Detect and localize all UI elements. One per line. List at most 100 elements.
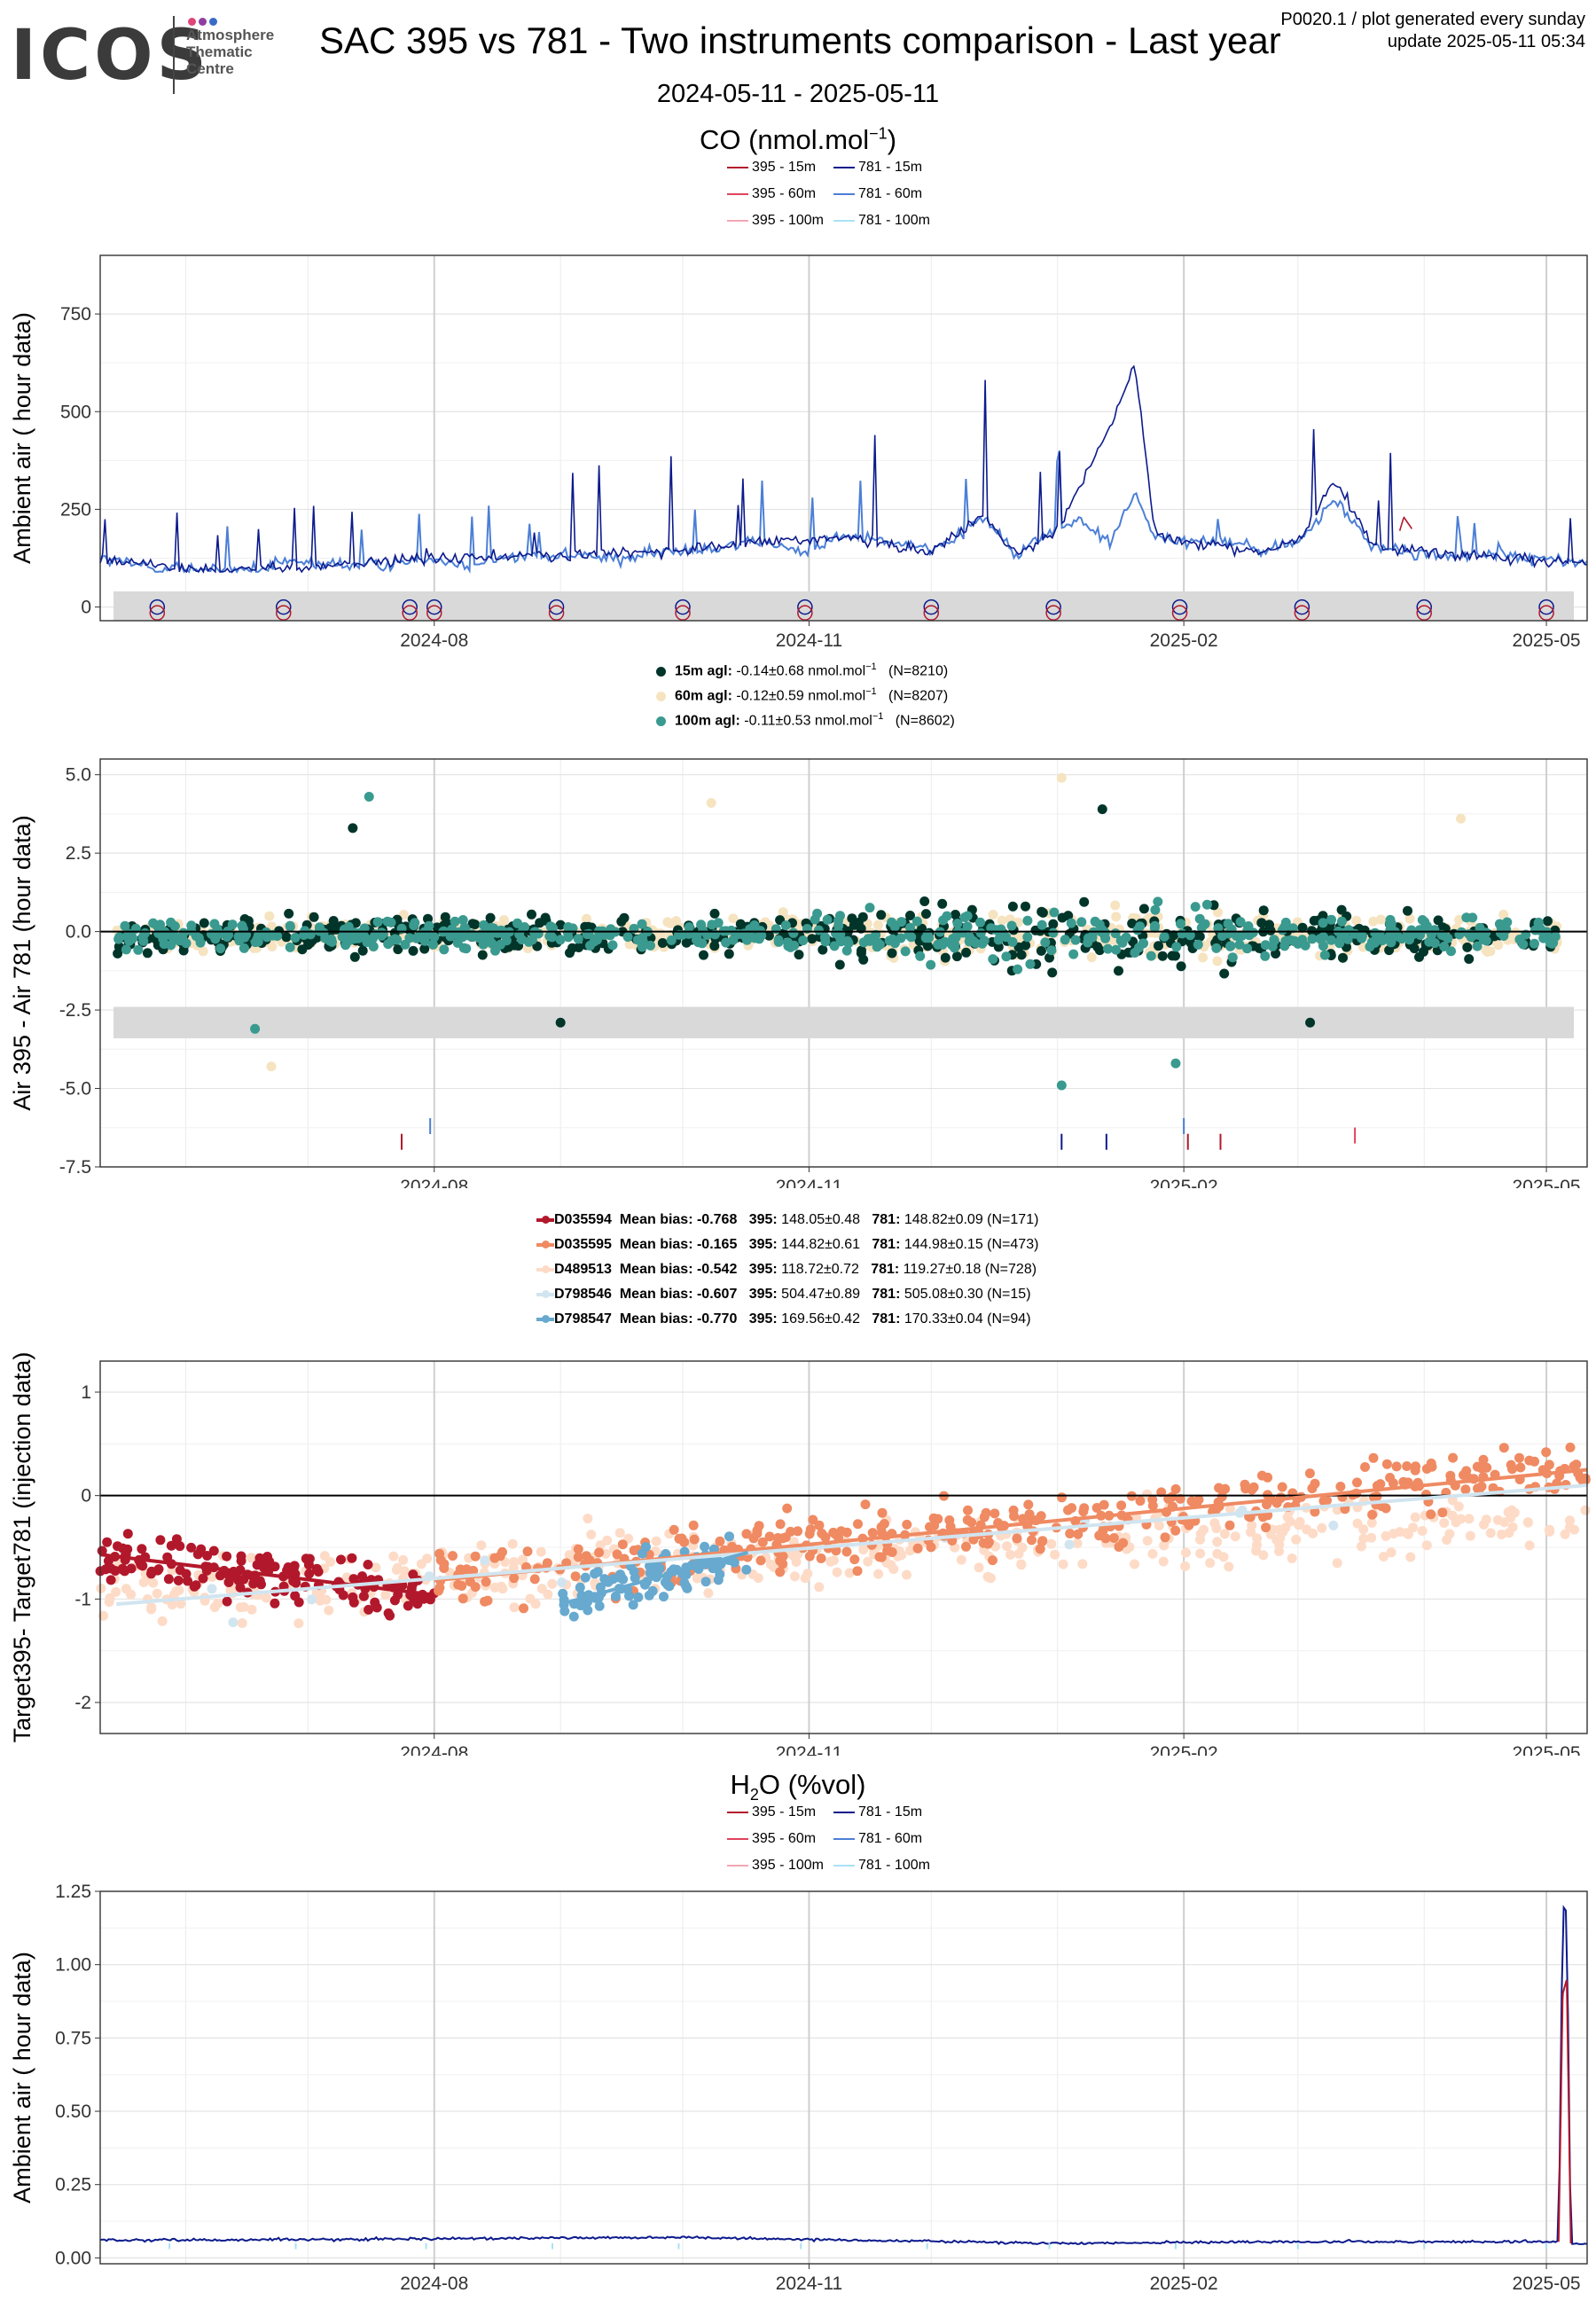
data-point <box>122 1529 133 1539</box>
y-axis-label: Target395- Target781 (injection data) <box>9 1352 35 1743</box>
data-point <box>1213 923 1224 934</box>
data-point <box>645 1568 655 1578</box>
data-point <box>1518 939 1529 950</box>
data-point <box>370 1597 380 1608</box>
data-point <box>583 1514 593 1524</box>
data-point <box>490 945 500 956</box>
target-legend: D035594 Mean bias: -0.768 395: 148.05±0.… <box>536 1212 1038 1336</box>
data-point <box>1472 941 1483 951</box>
data-point <box>754 1521 764 1531</box>
data-point <box>709 941 720 951</box>
data-point <box>448 1551 458 1561</box>
y-tick-label: 0.50 <box>55 2101 91 2122</box>
calibration-marker <box>675 599 691 615</box>
data-point <box>928 1513 939 1523</box>
data-point <box>121 944 131 955</box>
data-point <box>1544 1460 1554 1470</box>
page-title: SAC 395 vs 781 - Two instruments compari… <box>319 20 1281 61</box>
data-point <box>981 1507 991 1518</box>
data-point <box>518 923 528 934</box>
data-point <box>1460 1484 1471 1495</box>
data-point <box>1506 1460 1516 1470</box>
data-point <box>1569 1524 1580 1535</box>
calibration-marker <box>1045 605 1061 621</box>
data-point <box>429 932 440 943</box>
data-point <box>1446 946 1456 957</box>
data-point <box>789 1571 800 1582</box>
icos-logo: ICOS Atmosphere Thematic Centre <box>11 11 303 96</box>
data-point <box>573 1544 583 1554</box>
data-point <box>357 945 368 956</box>
data-point <box>688 1520 699 1530</box>
x-tick-label: 2024-11 <box>776 1177 843 1188</box>
data-point <box>913 933 924 943</box>
data-point <box>477 950 488 960</box>
data-point <box>231 1571 241 1582</box>
y-tick-label: -5.0 <box>59 1079 91 1100</box>
data-point <box>1575 1473 1585 1483</box>
data-point <box>1280 917 1291 927</box>
data-point <box>311 1563 322 1574</box>
data-point <box>555 935 566 945</box>
data-point <box>1217 931 1227 941</box>
data-point <box>874 1552 885 1562</box>
data-point <box>975 917 985 927</box>
data-point <box>199 918 209 928</box>
data-point <box>583 1605 593 1616</box>
data-point <box>536 1584 547 1594</box>
legend-item: 395 - 15m <box>727 1804 816 1820</box>
data-point <box>925 1522 935 1532</box>
legend-item: 781 - 60m <box>833 1831 922 1847</box>
data-point <box>1025 959 1036 969</box>
data-point <box>975 927 986 938</box>
data-point <box>773 936 784 947</box>
data-point <box>1111 912 1122 922</box>
data-point <box>867 1528 878 1538</box>
data-point <box>666 935 677 945</box>
data-point <box>1524 1540 1535 1551</box>
data-point <box>1248 1482 1259 1492</box>
data-point <box>175 1541 185 1552</box>
data-point <box>1147 1548 1158 1559</box>
y-tick-label: 750 <box>60 304 91 325</box>
data-point <box>1358 1524 1369 1535</box>
data-point <box>542 1558 552 1569</box>
data-point <box>659 1592 669 1602</box>
calibration-marker <box>1538 605 1554 621</box>
data-point <box>708 1563 718 1574</box>
logo-dot <box>199 18 207 26</box>
data-point <box>1356 1541 1366 1552</box>
data-point <box>1111 944 1122 955</box>
data-point <box>113 1541 122 1552</box>
data-point <box>1063 1505 1073 1515</box>
h2o-title-end: O (%vol) <box>758 1769 866 1800</box>
data-point <box>1514 1452 1524 1463</box>
data-point <box>1153 896 1163 907</box>
data-point <box>345 935 356 945</box>
data-point <box>966 1517 977 1528</box>
data-point <box>142 948 153 959</box>
data-point <box>1498 909 1509 920</box>
data-point <box>1375 914 1386 925</box>
series-line <box>99 450 1588 575</box>
calibration-marker <box>276 599 292 615</box>
data-point <box>1261 1522 1271 1533</box>
data-point <box>1436 929 1447 940</box>
data-point <box>1258 1550 1269 1561</box>
outlier-point <box>266 1061 277 1072</box>
legend-item: 781 - 15m <box>833 1804 922 1820</box>
data-point <box>561 1558 572 1569</box>
data-point <box>757 1537 768 1547</box>
data-point <box>527 935 537 945</box>
data-point <box>1439 1518 1450 1528</box>
data-point <box>1351 915 1362 926</box>
data-point <box>497 1546 507 1557</box>
data-point <box>592 1567 603 1577</box>
trend-line <box>99 1553 434 1597</box>
data-point <box>1485 1528 1496 1538</box>
data-point <box>157 1616 168 1626</box>
data-point <box>1170 1525 1181 1536</box>
data-point <box>782 1503 793 1514</box>
update-line: update 2025-05-11 05:34 <box>1387 32 1585 51</box>
data-point <box>664 1581 675 1592</box>
